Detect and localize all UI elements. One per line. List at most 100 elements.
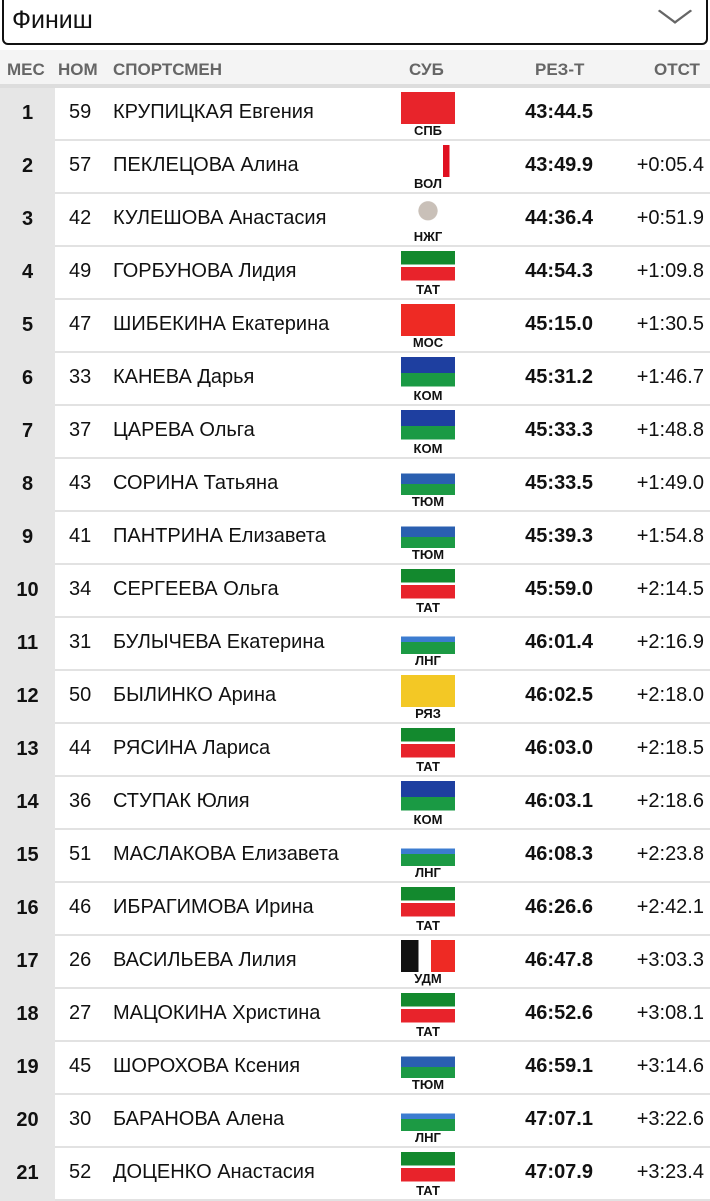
stage-dropdown[interactable]: Финиш (2, 0, 708, 45)
table-row[interactable]: 11 31 БУЛЫЧЕВА Екатерина ЛНГ 46:01.4 +2:… (0, 618, 710, 671)
region-flag-icon (401, 410, 455, 442)
table-row[interactable]: 20 30 БАРАНОВА Алена ЛНГ 47:07.1 +3:22.6 (0, 1095, 710, 1148)
table-row[interactable]: 12 50 БЫЛИНКО Арина РЯЗ 46:02.5 +2:18.0 (0, 671, 710, 724)
result-time: 47:07.1 (525, 1108, 593, 1130)
result-time: 46:01.4 (525, 631, 593, 653)
position: 4 (0, 247, 55, 300)
region-flag-icon (401, 357, 455, 389)
position: 11 (0, 618, 55, 671)
region-code: КОМ (413, 388, 443, 403)
time-gap: +3:14.6 (636, 1055, 704, 1077)
dropdown-value: Финиш (12, 6, 93, 34)
region-code: ТАТ (416, 759, 440, 774)
table-row[interactable]: 14 36 СТУПАК Юлия КОМ 46:03.1 +2:18.6 (0, 777, 710, 830)
region-flag-icon (401, 198, 455, 230)
bib-number: 59 (69, 101, 92, 123)
bib-number: 57 (69, 154, 92, 176)
region-flag-icon (401, 675, 455, 707)
region-flag-icon (401, 1099, 455, 1131)
region-code: ТЮМ (411, 494, 445, 509)
bib-number: 46 (69, 896, 92, 918)
result-time: 45:33.3 (525, 419, 593, 441)
table-row[interactable]: 17 26 ВАСИЛЬЕВА Лилия УДМ 46:47.8 +3:03.… (0, 936, 710, 989)
position: 1 (0, 88, 55, 141)
table-row[interactable]: 1 59 КРУПИЦКАЯ Евгения СПБ 43:44.5 (0, 88, 710, 141)
header-num: НОМ (58, 60, 98, 79)
athlete-name: КУЛЕШОВА Анастасия (113, 207, 327, 229)
table-row[interactable]: 15 51 МАСЛАКОВА Елизавета ЛНГ 46:08.3 +2… (0, 830, 710, 883)
table-row[interactable]: 13 44 РЯСИНА Лариса ТАТ 46:03.0 +2:18.5 (0, 724, 710, 777)
bib-number: 31 (69, 631, 92, 653)
table-row[interactable]: 3 42 КУЛЕШОВА Анастасия НЖГ 44:36.4 +0:5… (0, 194, 710, 247)
result-time: 44:54.3 (525, 260, 593, 282)
time-gap: +0:51.9 (636, 207, 704, 229)
table-row[interactable]: 8 43 СОРИНА Татьяна ТЮМ 45:33.5 +1:49.0 (0, 459, 710, 512)
time-gap: +2:18.5 (636, 737, 704, 759)
table-row[interactable]: 9 41 ПАНТРИНА Елизавета ТЮМ 45:39.3 +1:5… (0, 512, 710, 565)
results-table: 1 59 КРУПИЦКАЯ Евгения СПБ 43:44.5 2 57 … (0, 88, 710, 1201)
bib-number: 30 (69, 1108, 92, 1130)
result-time: 47:07.9 (525, 1161, 593, 1183)
result-time: 43:44.5 (525, 101, 593, 123)
result-time: 46:47.8 (525, 949, 593, 971)
table-row[interactable]: 16 46 ИБРАГИМОВА Ирина ТАТ 46:26.6 +2:42… (0, 883, 710, 936)
table-header: МЕС НОМ СПОРТСМЕН СУБ РЕЗ-Т ОТСТ (0, 50, 710, 88)
result-time: 45:33.5 (525, 472, 593, 494)
position: 10 (0, 565, 55, 618)
athlete-name: КАНЕВА Дарья (113, 366, 255, 388)
position: 8 (0, 459, 55, 512)
table-row[interactable]: 7 37 ЦАРЕВА Ольга КОМ 45:33.3 +1:48.8 (0, 406, 710, 459)
result-time: 46:08.3 (525, 843, 593, 865)
position: 9 (0, 512, 55, 565)
athlete-name: МАЦОКИНА Христина (113, 1002, 321, 1024)
table-row[interactable]: 18 27 МАЦОКИНА Христина ТАТ 46:52.6 +3:0… (0, 989, 710, 1042)
bib-number: 52 (69, 1161, 92, 1183)
table-row[interactable]: 6 33 КАНЕВА Дарья КОМ 45:31.2 +1:46.7 (0, 353, 710, 406)
table-row[interactable]: 5 47 ШИБЕКИНА Екатерина МОС 45:15.0 +1:3… (0, 300, 710, 353)
result-time: 46:03.1 (525, 790, 593, 812)
time-gap: +1:54.8 (636, 525, 704, 547)
region-flag-icon (401, 781, 455, 813)
athlete-name: БУЛЫЧЕВА Екатерина (113, 631, 325, 653)
position: 17 (0, 936, 55, 989)
result-time: 46:02.5 (525, 684, 593, 706)
table-row[interactable]: 21 52 ДОЦЕНКО Анастасия ТАТ 47:07.9 +3:2… (0, 1148, 710, 1201)
position: 21 (0, 1148, 55, 1201)
region-code: ЛНГ (415, 653, 441, 668)
position: 18 (0, 989, 55, 1042)
athlete-name: ВАСИЛЬЕВА Лилия (113, 949, 297, 971)
table-row[interactable]: 4 49 ГОРБУНОВА Лидия ТАТ 44:54.3 +1:09.8 (0, 247, 710, 300)
athlete-name: КРУПИЦКАЯ Евгения (113, 101, 314, 123)
position: 6 (0, 353, 55, 406)
position: 7 (0, 406, 55, 459)
region-flag-icon (401, 516, 455, 548)
chevron-down-icon[interactable] (657, 0, 693, 24)
header-gap: ОТСТ (654, 60, 700, 79)
position: 19 (0, 1042, 55, 1095)
bib-number: 26 (69, 949, 92, 971)
region-code: НЖГ (413, 229, 443, 244)
athlete-name: БЫЛИНКО Арина (113, 684, 277, 706)
table-row[interactable]: 2 57 ПЕКЛЕЦОВА Алина ВОЛ 43:49.9 +0:05.4 (0, 141, 710, 194)
time-gap: +3:03.3 (636, 949, 704, 971)
region-code: КОМ (413, 441, 443, 456)
time-gap: +1:30.5 (636, 313, 704, 335)
athlete-name: ДОЦЕНКО Анастасия (113, 1161, 315, 1183)
athlete-name: СТУПАК Юлия (113, 790, 250, 812)
time-gap: +3:23.4 (636, 1161, 704, 1183)
region-code: ТАТ (416, 1024, 440, 1039)
position: 16 (0, 883, 55, 936)
table-row[interactable]: 10 34 СЕРГЕЕВА Ольга ТАТ 45:59.0 +2:14.5 (0, 565, 710, 618)
region-code: МОС (412, 335, 444, 350)
result-time: 46:03.0 (525, 737, 593, 759)
athlete-name: МАСЛАКОВА Елизавета (113, 843, 339, 865)
time-gap: +1:49.0 (636, 472, 704, 494)
region-code: УДМ (414, 971, 442, 986)
header-pos: МЕС (7, 60, 45, 79)
time-gap: +1:48.8 (636, 419, 704, 441)
table-row[interactable]: 19 45 ШОРОХОВА Ксения ТЮМ 46:59.1 +3:14.… (0, 1042, 710, 1095)
header-region: СУБ (409, 60, 444, 79)
header-athlete: СПОРТСМЕН (113, 60, 223, 79)
region-code: ТАТ (416, 600, 440, 615)
time-gap: +2:18.6 (636, 790, 704, 812)
